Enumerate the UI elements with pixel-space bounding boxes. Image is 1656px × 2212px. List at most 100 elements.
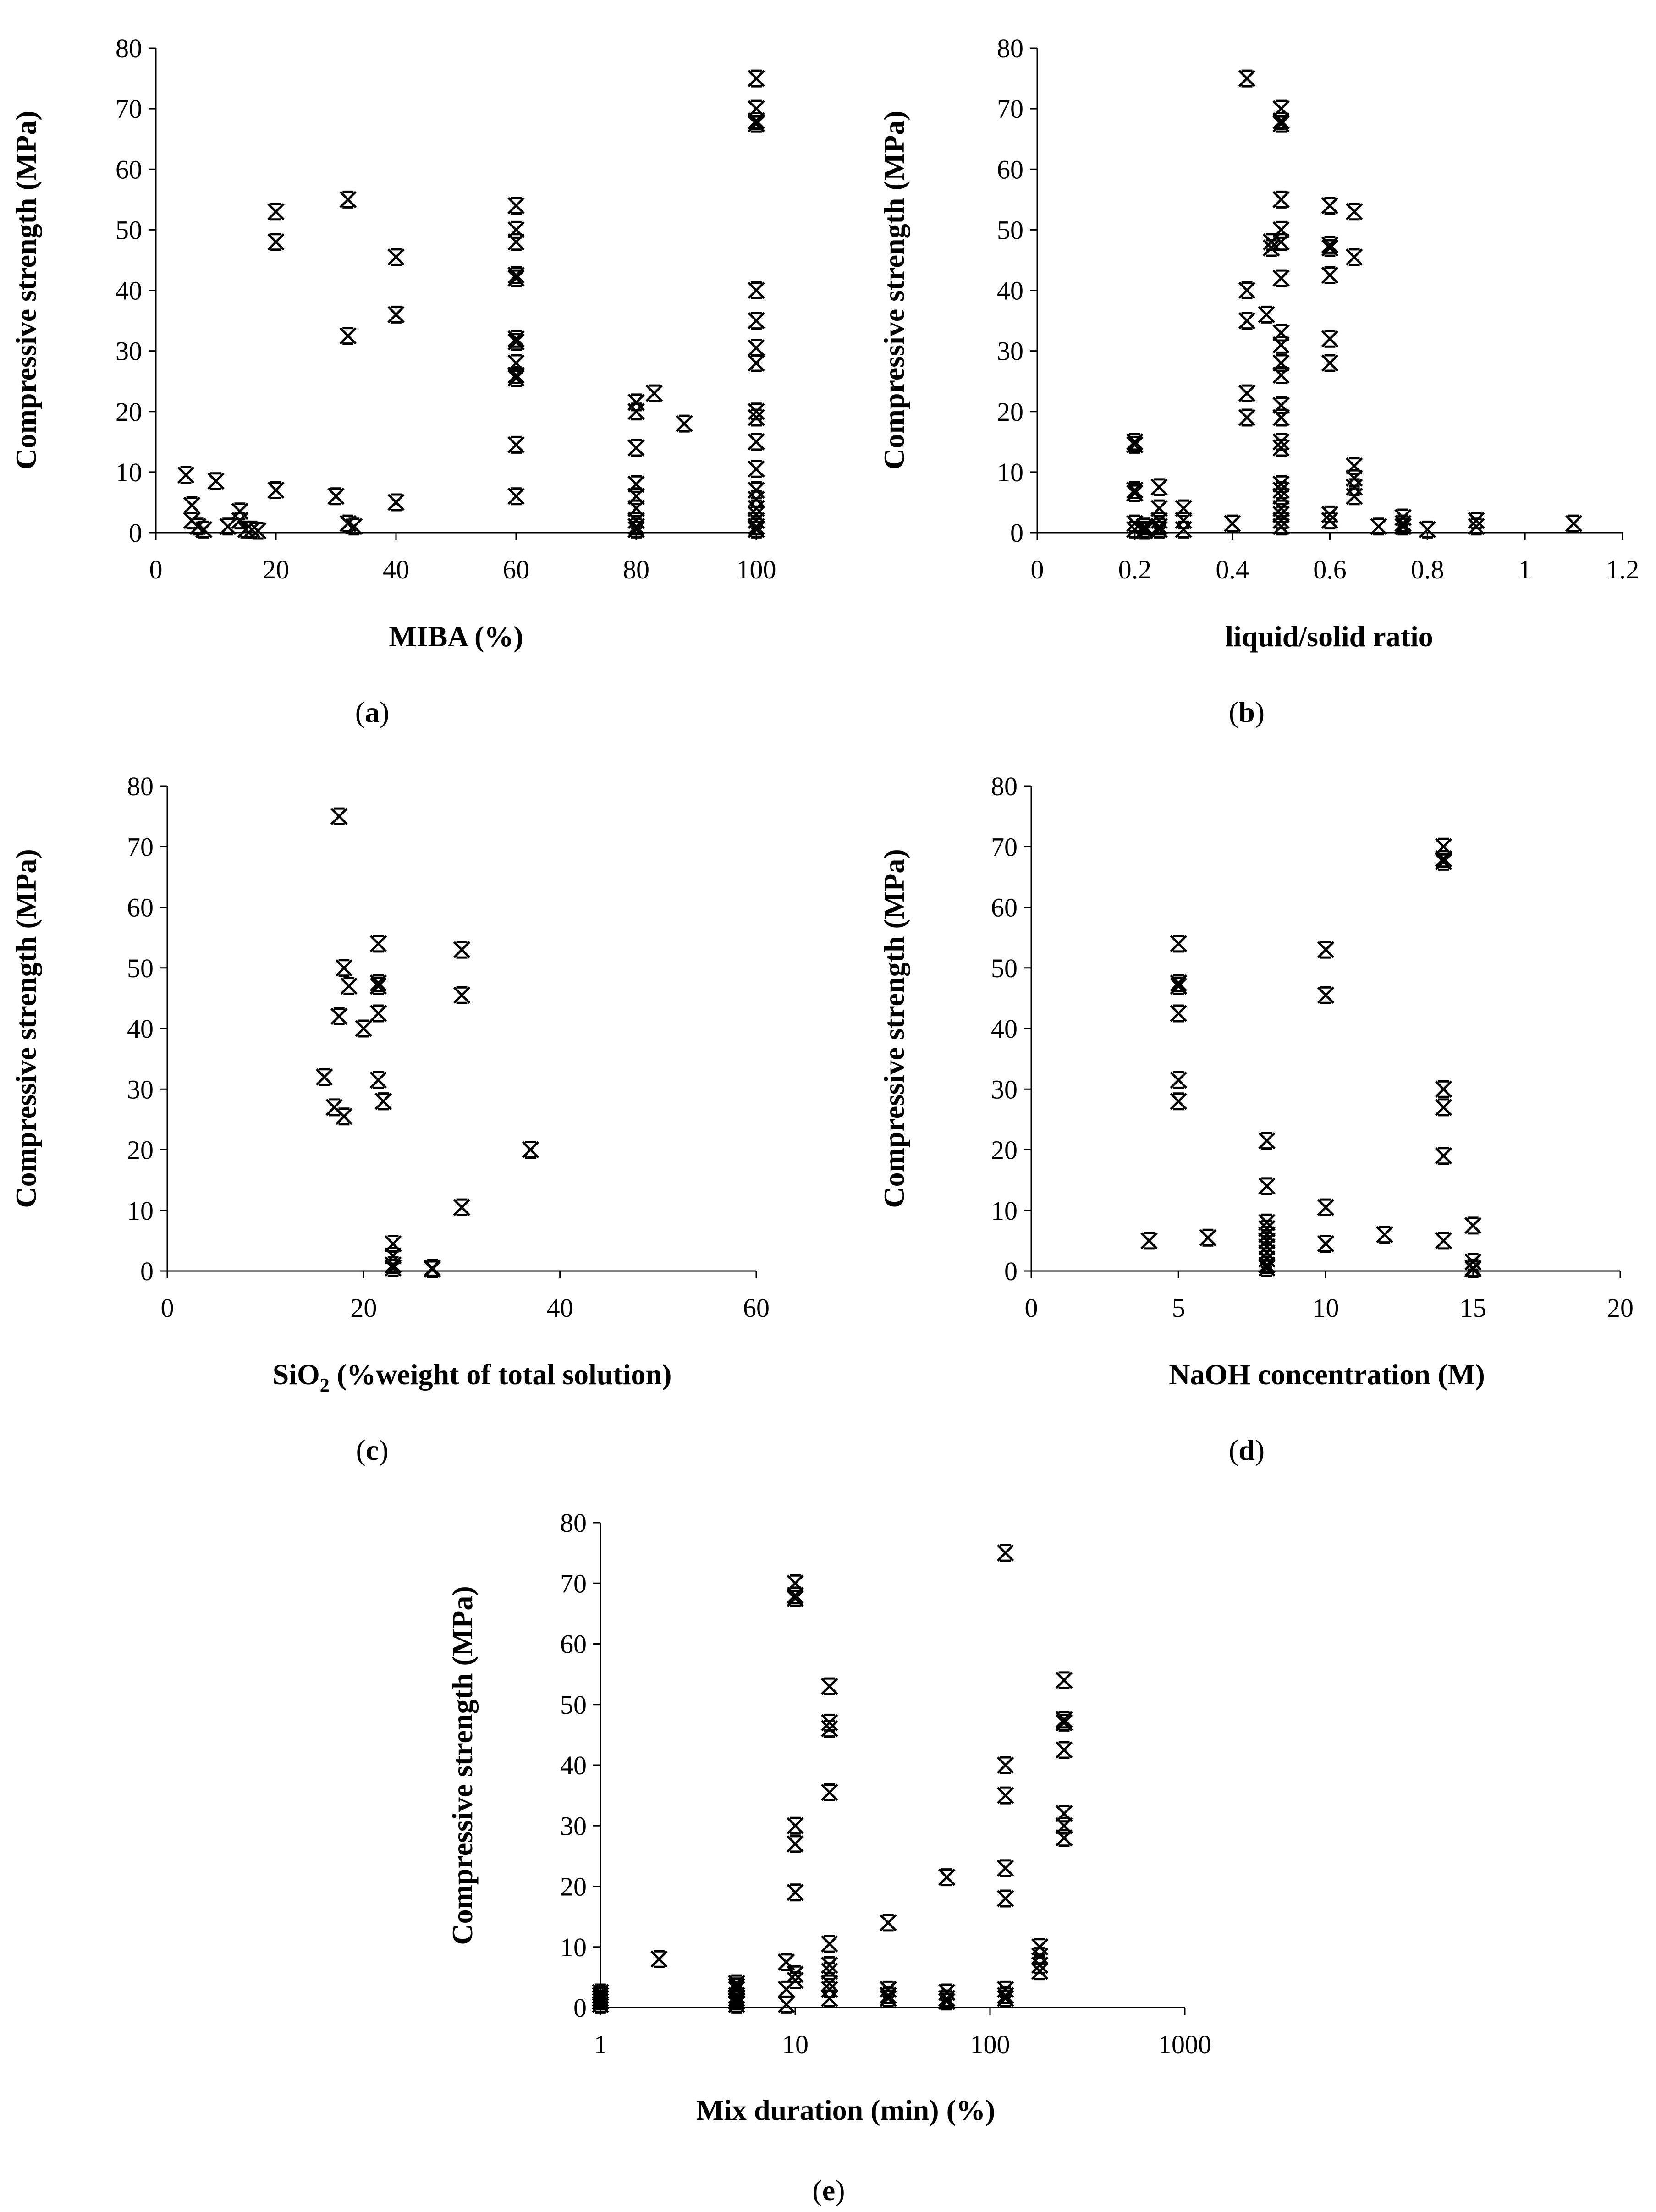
data-point [1321,354,1339,372]
data-point [1321,239,1339,257]
data-point [1565,514,1583,533]
data-point [243,520,261,539]
data-point [748,408,765,427]
data-point [1258,1132,1276,1150]
data-point [387,493,405,512]
data-point [1170,935,1188,953]
data-point [384,1259,402,1277]
data-point [424,1260,441,1278]
data-point [1136,522,1153,540]
data-point [748,520,765,539]
x-axis-label: Mix duration (min) (%) [696,2094,995,2126]
data-point [195,520,213,539]
chart-panel-b: 0 10 20 30 40 50 60 70 80 0 0.2 0.4 0.6 0.8 1 1.2 Comp… [878,33,1639,728]
data-point [1238,281,1256,299]
data-point [1435,1080,1452,1098]
data-point [1126,435,1144,454]
data-point [507,487,525,506]
data-point [237,520,255,539]
x-tick-label: 10 [782,2030,809,2059]
y-tick-label: 80 [127,771,154,801]
y-tick-label: 40 [116,276,142,306]
data-point [1435,1098,1452,1117]
data-point [1258,1259,1276,1277]
data-point [787,1965,804,1983]
data-point [1321,330,1339,348]
data-point [996,1756,1014,1774]
data-point [748,433,765,451]
y-tick-label: 50 [127,953,154,983]
y-tick-label: 30 [991,1074,1018,1104]
x-tick-label: 0 [1031,555,1044,584]
y-tick-label: 30 [997,336,1023,366]
y-tick-label: 30 [116,336,142,366]
data-point [453,941,471,959]
data-point [1170,1092,1188,1111]
x-tick-label: 80 [623,555,649,584]
x-tick-label: 1.2 [1606,555,1639,584]
data-point [1467,517,1485,536]
x-tick-label: 5 [1172,1293,1185,1323]
data-point [996,1989,1014,2008]
y-tick-label: 40 [560,1750,587,1780]
y-tick-label: 70 [116,94,142,124]
data-point [821,1713,838,1732]
y-tick-label: 40 [127,1014,154,1044]
x-tick-label: 20 [350,1293,377,1323]
y-tick-label: 20 [127,1135,154,1165]
data-point [369,1071,387,1089]
y-tick-label: 80 [991,771,1018,801]
data-point [1376,1226,1393,1244]
data-point [369,977,387,995]
y-tick-label: 10 [116,457,142,487]
y-tick-label: 30 [560,1811,587,1841]
data-point [787,1816,804,1835]
y-tick-label: 70 [560,1568,587,1598]
x-tick-label: 0 [149,555,163,584]
x-tick-label: 60 [743,1293,770,1323]
y-tick-label: 10 [560,1932,587,1962]
data-point [330,807,348,825]
x-tick-label: 20 [1607,1293,1634,1323]
chart-panel-d: 0 10 20 30 40 50 60 70 80 0 5 10 15 20 Compressive s… [878,771,1634,1466]
x-tick-label: 60 [503,555,529,584]
data-point [339,327,357,345]
data-point [645,384,663,402]
data-point [676,414,693,433]
y-tick-label: 70 [127,832,154,862]
chart-panel-c: 0 10 20 30 40 50 60 70 80 0 20 40 60 Compressive st… [10,771,770,1466]
x-axis-label: liquid/solid ratio [1225,620,1433,653]
data-point [1150,520,1168,539]
data-point [650,1950,668,1968]
data-point [996,1786,1014,1805]
x-tick-label: 0.4 [1216,555,1249,584]
x-tick-label: 40 [383,555,409,584]
y-tick-label: 60 [127,893,154,923]
data-point [748,460,765,478]
data-point [996,1544,1014,1562]
data-point [1464,1260,1482,1278]
y-tick-label: 20 [997,397,1023,427]
data-point [1140,1232,1158,1250]
y-tick-label: 10 [997,457,1023,487]
data-point [345,517,363,536]
x-tick-label: 0.6 [1313,555,1347,584]
data-point [592,1995,609,2014]
data-point [1272,517,1290,536]
panel-label: (e) [812,2174,845,2206]
data-point [821,1956,838,1974]
y-tick-label: 70 [997,94,1023,124]
y-axis-label: Compressive strength (MPa) [446,1586,479,1945]
data-point [249,522,267,540]
data-point [340,977,358,995]
data-point [1272,433,1290,451]
y-axis-label: Compressive strength (MPa) [10,849,42,1208]
y-tick-label: 50 [991,953,1018,983]
data-point [1435,1232,1452,1250]
data-point [1272,366,1290,384]
data-point [267,233,285,251]
data-point [1126,484,1144,502]
data-point [1435,853,1452,871]
y-tick-label: 40 [991,1014,1018,1044]
data-point [1055,1713,1073,1732]
